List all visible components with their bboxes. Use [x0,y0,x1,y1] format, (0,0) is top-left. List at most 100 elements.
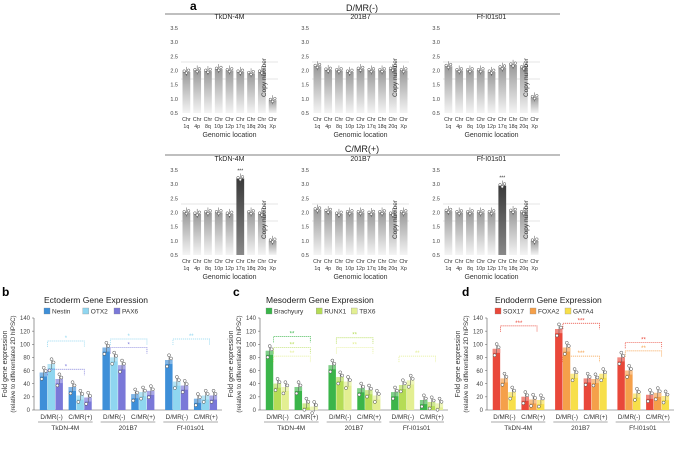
cnv-xtick-prefix: Chr [313,259,322,265]
expr-point [502,371,507,376]
expr-point [88,394,92,398]
cnv-point [337,70,341,74]
expr-bar [357,388,365,410]
cnv-title: 201B7 [350,156,370,163]
cnv-point [273,97,277,101]
cnv-point [350,209,354,213]
cnv-xtick: 18q [509,124,518,130]
cnv-xtick-prefix: Chr [455,259,464,265]
cnv-point [335,68,339,72]
y-tick: 60 [23,369,30,375]
cnv-bar [378,212,386,255]
panel-label-a: a [190,0,197,13]
cnv-xtick-prefix: Chr [182,117,191,123]
cnv-xtick: 8q [467,266,473,272]
expr-bar [118,365,126,410]
significance-bracket [109,347,148,354]
cnv-point [502,64,507,68]
expr-point [633,398,637,402]
expr-point [175,375,179,379]
cnv-xtick-prefix: Chr [466,259,475,265]
cnv-xtick-prefix: Chr [182,259,191,265]
cnv-point [457,212,461,216]
cnv-point [466,210,470,214]
y-tick: 20 [23,395,30,401]
cnv-chart-cnv_dmr_ff: Ff-I01s010.51.01.52.02.53.03.5Chr1qChr4p… [432,14,540,139]
cnv-xtick: 4p [456,266,462,272]
cnv-significance: *** [237,169,243,175]
expr-point [314,403,318,407]
cnv-xtick: 10p [214,124,223,130]
expr-point [533,396,537,400]
cnv-point [367,68,371,72]
significance-bracket [398,355,436,363]
cnv-point [225,68,229,72]
cnv-point [182,69,186,73]
significance-stars: *** [578,318,586,324]
y-tick: 20 [249,395,256,401]
expr-point [112,350,116,355]
cnv-xtick: 12p [487,124,496,130]
cnv-point [380,70,384,74]
cnv-xtick: 1q [314,124,320,130]
expr-point [377,392,381,396]
significance-stars: * [127,343,130,349]
cnv-point [502,182,507,186]
cnv-xtick: 8q [336,266,342,272]
cnv-point [356,66,360,70]
cnv-xtick: 18q [378,266,387,272]
legend-swatch [564,307,572,315]
cnv-point [260,71,264,75]
cnv-point [378,210,382,214]
significance-bracket [273,336,311,343]
cnv-point [268,97,272,101]
significance-stars: ** [352,333,357,339]
cnv-xtick: 8q [205,266,211,272]
expr-bar [646,394,654,410]
cnv-bar [313,209,322,255]
expr-bar [336,377,344,410]
cnv-bar [476,212,485,255]
expr-point [49,357,54,361]
legend-swatch [529,307,537,315]
cnv-xtick-prefix: Chr [193,259,202,265]
expr-point [267,344,272,348]
expr-point [529,404,533,408]
cnv-point [262,210,266,214]
cnv-point [339,67,343,71]
expr-point [265,355,270,360]
cnv-point [459,209,463,213]
y-tick: 0 [27,408,31,414]
cnv-point [498,183,502,187]
expr-point [131,398,135,403]
cnv-point [380,212,384,216]
expr-chart-ecto: b Ectoderm Gene Expression Nestin OTX2 PAX6 0… [2,285,222,432]
expr-point [198,395,202,399]
y-tick: 40 [249,382,256,388]
cnv-point [208,67,212,71]
cnv-ylabel: Copy number [392,57,399,97]
cnv-ytick: 1.5 [301,83,309,89]
cnv-point [204,68,208,72]
cnv-xtick: Xp [531,266,538,272]
expr-point [165,364,169,369]
expr-point [521,401,526,406]
y-tick: 140 [246,316,257,322]
cnv-point [535,94,539,98]
expr-point [211,388,216,393]
cnv-ytick: 3.5 [301,168,309,174]
cnv-xtick-prefix: Chr [335,117,344,123]
cnv-point [393,65,397,69]
y-tick: 140 [20,316,31,322]
cnv-ytick: 2.0 [301,69,309,75]
cnv-point [247,70,251,75]
expr-point [149,384,153,388]
significance-stars: * [65,364,68,370]
expr-point [591,383,596,388]
cnv-point [449,207,453,211]
cnv-point [402,212,406,216]
expr-bar [165,360,173,410]
expr-bar [521,396,529,410]
cnv-xtick: 17q [367,124,376,130]
